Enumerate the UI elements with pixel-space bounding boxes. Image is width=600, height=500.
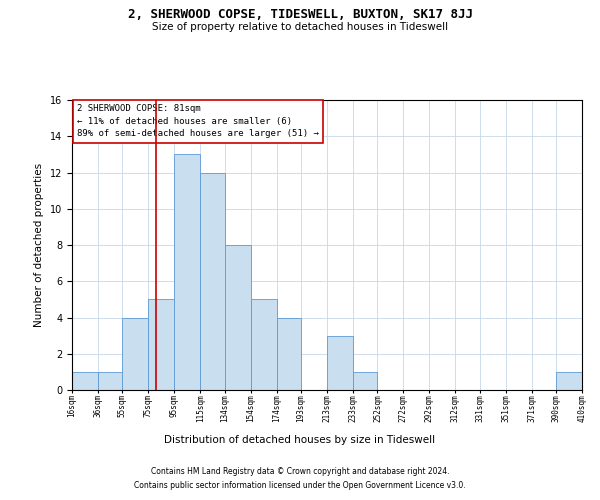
Bar: [122, 318, 148, 390]
Bar: [353, 372, 377, 390]
Bar: [327, 336, 353, 390]
Bar: [72, 372, 98, 390]
Text: Contains HM Land Registry data © Crown copyright and database right 2024.: Contains HM Land Registry data © Crown c…: [151, 468, 449, 476]
Text: Contains public sector information licensed under the Open Government Licence v3: Contains public sector information licen…: [134, 481, 466, 490]
Bar: [556, 372, 582, 390]
Bar: [251, 300, 277, 390]
Text: Size of property relative to detached houses in Tideswell: Size of property relative to detached ho…: [152, 22, 448, 32]
Bar: [582, 372, 600, 390]
Bar: [277, 318, 301, 390]
Bar: [174, 154, 200, 390]
Text: 2, SHERWOOD COPSE, TIDESWELL, BUXTON, SK17 8JJ: 2, SHERWOOD COPSE, TIDESWELL, BUXTON, SK…: [128, 8, 473, 20]
Bar: [148, 300, 174, 390]
Y-axis label: Number of detached properties: Number of detached properties: [34, 163, 44, 327]
Bar: [98, 372, 122, 390]
Bar: [225, 245, 251, 390]
Text: Distribution of detached houses by size in Tideswell: Distribution of detached houses by size …: [164, 435, 436, 445]
Bar: [200, 172, 225, 390]
Text: 2 SHERWOOD COPSE: 81sqm
← 11% of detached houses are smaller (6)
89% of semi-det: 2 SHERWOOD COPSE: 81sqm ← 11% of detache…: [77, 104, 319, 138]
